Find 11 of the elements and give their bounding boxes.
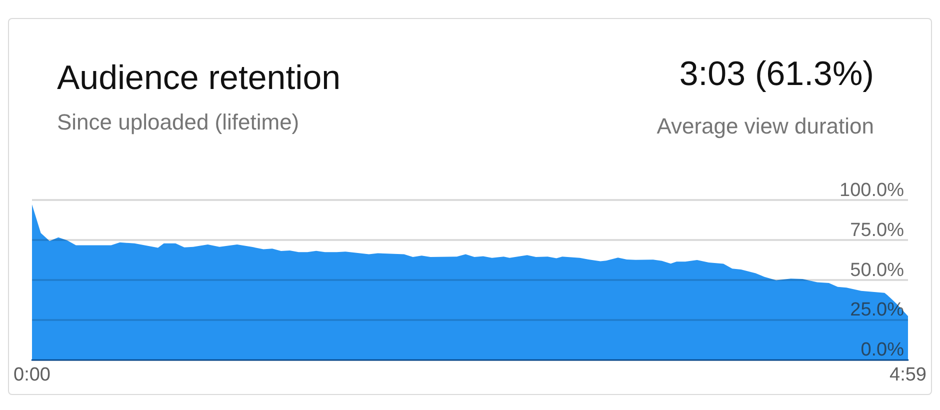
chart-subtitle: Since uploaded (lifetime): [57, 110, 300, 134]
text: 3:03 (61.3%): [679, 55, 874, 93]
y-tick-label: 75.0%: [850, 220, 904, 241]
chart-title: Audience retention: [57, 59, 341, 97]
text: Average view duration: [656, 114, 874, 138]
y-tick-label: 0.0%: [860, 340, 904, 360]
x-tick-label: 0:00: [14, 364, 50, 386]
y-tick-label: 100.0%: [840, 180, 904, 201]
y-tick-label: 25.0%: [850, 300, 904, 321]
x-tick-label: 4:59: [890, 364, 926, 386]
y-tick-label: 50.0%: [850, 260, 904, 281]
